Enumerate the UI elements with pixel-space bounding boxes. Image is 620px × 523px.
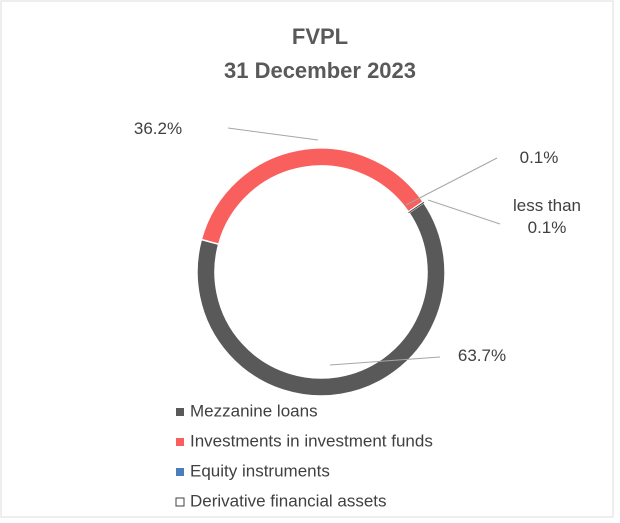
chart-title: FVPL	[292, 24, 348, 49]
chart-subtitle: 31 December 2023	[224, 58, 416, 83]
legend-swatch	[176, 468, 184, 476]
legend-label: Investments in investment funds	[190, 431, 433, 450]
donut-slice	[200, 147, 425, 246]
legend-swatch	[175, 497, 185, 507]
leader-line	[227, 127, 319, 141]
donut-slice	[408, 201, 425, 214]
data-label: 0.1%	[519, 148, 559, 167]
leader-line	[405, 157, 498, 206]
data-label: less than 0.1%	[512, 196, 582, 237]
leader-line	[427, 199, 501, 225]
legend-label: Mezzanine loans	[190, 401, 318, 420]
data-label: 36.2%	[133, 119, 183, 138]
legend-swatch	[176, 408, 184, 416]
data-label: 63.7%	[457, 346, 507, 365]
leader-line	[329, 356, 441, 366]
legend-label: Derivative financial assets	[190, 491, 387, 510]
donut-slice	[196, 201, 446, 397]
legend-swatch	[176, 438, 184, 446]
legend-label: Equity instruments	[190, 461, 330, 480]
